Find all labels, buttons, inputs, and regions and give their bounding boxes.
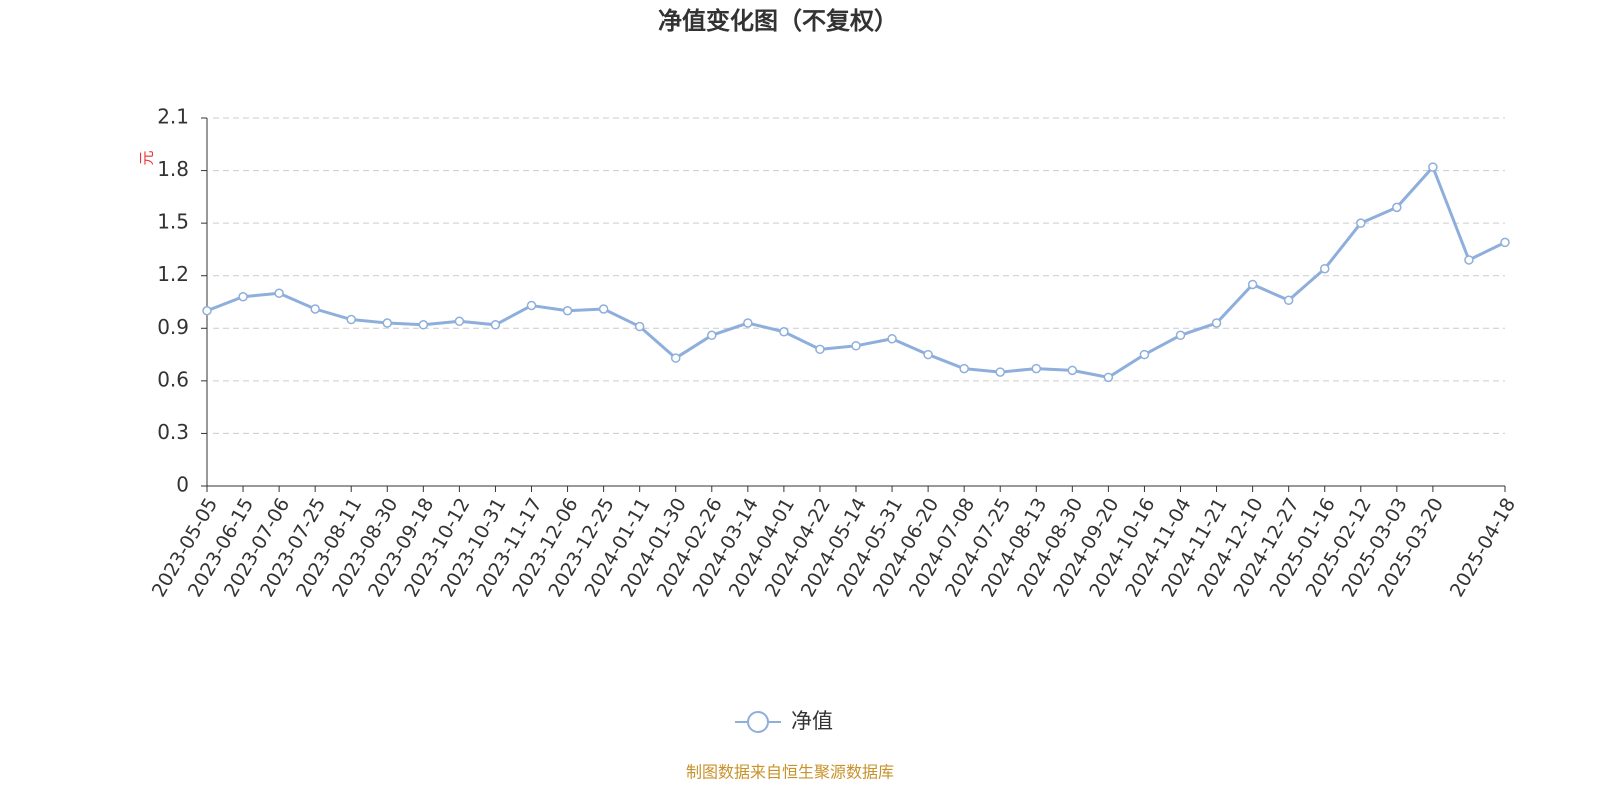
point — [1283, 295, 1294, 305]
point — [1428, 162, 1438, 172]
point — [1500, 237, 1510, 248]
point — [238, 291, 248, 302]
y-tick-label: 0.9 — [157, 315, 189, 339]
point — [1067, 365, 1078, 376]
point — [851, 341, 861, 351]
point — [1464, 255, 1474, 265]
point — [995, 367, 1005, 377]
point — [1392, 202, 1402, 213]
y-tick-label: 1.2 — [157, 262, 189, 286]
x-tick-label: 2025-04-18 — [1446, 494, 1520, 601]
point — [1103, 372, 1114, 383]
y-tick-label: 2.1 — [157, 105, 189, 129]
point — [382, 318, 393, 328]
point — [1175, 330, 1186, 341]
chart-title: 净值变化图（不复权） — [658, 7, 898, 35]
point — [310, 304, 320, 314]
point — [1319, 263, 1330, 274]
point — [923, 349, 933, 360]
legend-label: 净值 — [791, 709, 833, 733]
point — [562, 306, 573, 316]
point — [598, 304, 609, 314]
point — [815, 344, 825, 355]
point — [1211, 318, 1222, 328]
point — [959, 363, 969, 374]
point — [346, 314, 356, 325]
y-axis-label: 元 — [138, 150, 156, 165]
point — [274, 288, 284, 298]
point — [1139, 349, 1150, 360]
y-tick-label: 0.3 — [157, 420, 189, 444]
point — [634, 321, 645, 332]
point — [202, 306, 212, 316]
y-tick-label: 0 — [176, 473, 189, 497]
point — [779, 327, 789, 337]
legend-marker — [747, 711, 769, 733]
y-tick-label: 0.6 — [157, 367, 189, 391]
point — [418, 320, 429, 330]
source-note: 制图数据来自恒生聚源数据库 — [686, 763, 894, 782]
point — [454, 316, 465, 327]
y-tick-label: 1.8 — [157, 157, 189, 181]
point — [707, 330, 717, 341]
point — [887, 334, 897, 344]
point — [743, 318, 753, 328]
point — [670, 353, 681, 363]
point — [490, 320, 501, 330]
point — [1247, 279, 1258, 290]
point — [526, 300, 537, 311]
y-tick-label: 1.5 — [157, 210, 189, 234]
point — [1031, 363, 1042, 374]
point — [1356, 218, 1366, 228]
